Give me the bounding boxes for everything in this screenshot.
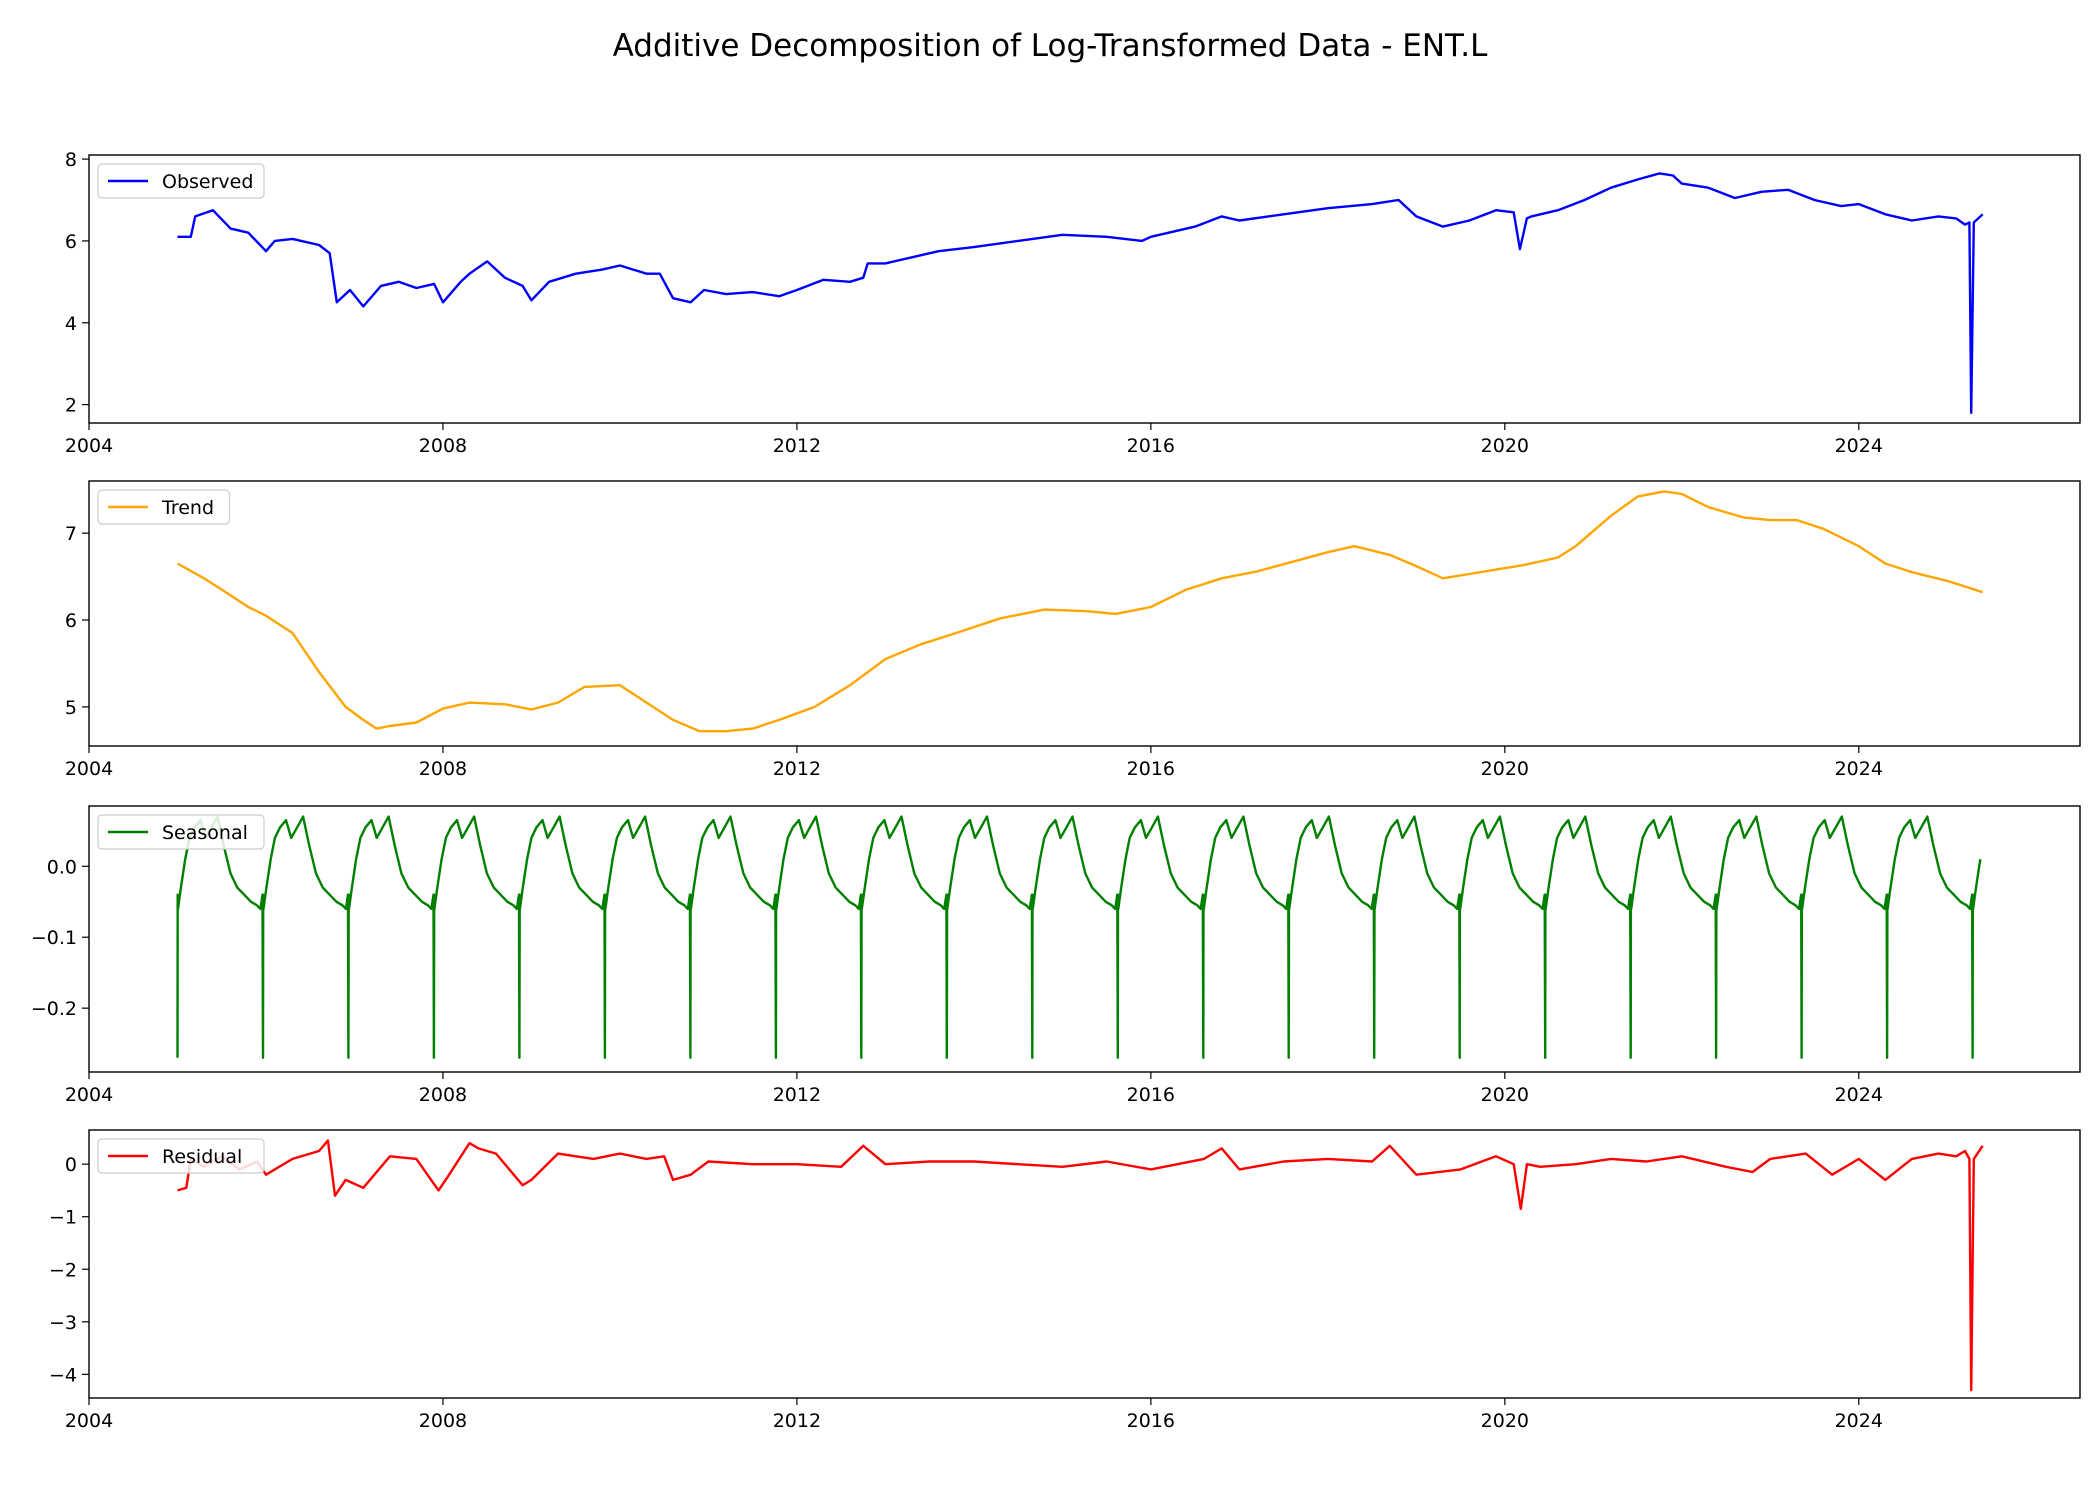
trend-x-tick-label: 2008 bbox=[419, 758, 467, 780]
seasonal-x-tick-label: 2008 bbox=[419, 1084, 467, 1106]
trend-panel: 2004 2008 2012 2016 2020 2024 5 6 7 Trend bbox=[65, 480, 2081, 780]
trend-series-line bbox=[176, 490, 1984, 733]
trend-y-tick-label: 6 bbox=[65, 610, 77, 632]
residual-y-tick-label: −1 bbox=[49, 1207, 77, 1229]
figure-title: Additive Decomposition of Log-Transforme… bbox=[613, 28, 1489, 64]
observed-y-tick-label: 4 bbox=[65, 313, 77, 335]
residual-legend-label: Residual bbox=[162, 1146, 242, 1168]
residual-x-tick-label: 2024 bbox=[1835, 1410, 1883, 1432]
residual-axes-frame bbox=[88, 1129, 2081, 1399]
trend-x-tick-label: 2016 bbox=[1127, 758, 1175, 780]
observed-x-tick-label: 2024 bbox=[1835, 435, 1883, 457]
seasonal-x-tick-label: 2024 bbox=[1835, 1084, 1883, 1106]
seasonal-x-tick-label: 2004 bbox=[65, 1084, 113, 1106]
residual-legend: Residual bbox=[97, 1138, 265, 1174]
trend-x-tick-label: 2004 bbox=[65, 758, 113, 780]
observed-x-tick-label: 2004 bbox=[65, 435, 113, 457]
residual-x-tick-label: 2008 bbox=[419, 1410, 467, 1432]
observed-legend-box bbox=[97, 163, 265, 199]
residual-x-tick-label: 2016 bbox=[1127, 1410, 1175, 1432]
seasonal-x-tick-label: 2016 bbox=[1127, 1084, 1175, 1106]
observed-axes-frame bbox=[88, 154, 2081, 424]
residual-y-tick-label: 0 bbox=[65, 1154, 77, 1176]
seasonal-y-tick-label: −0.2 bbox=[31, 998, 77, 1020]
residual-panel: 2004 2008 2012 2016 2020 2024 −4 −3 −2 −1 0 Residua… bbox=[49, 1129, 2081, 1432]
residual-y-tick-label: −2 bbox=[49, 1259, 77, 1281]
observed-y-tick-label: 6 bbox=[65, 231, 77, 253]
trend-legend: Trend bbox=[97, 489, 231, 525]
trend-x-tick-label: 2024 bbox=[1835, 758, 1883, 780]
seasonal-series-line bbox=[176, 815, 1982, 1059]
observed-y-tick-label: 8 bbox=[65, 149, 77, 171]
trend-legend-box bbox=[97, 489, 231, 525]
seasonal-y-tick-label: 0.0 bbox=[47, 856, 77, 878]
trend-x-tick-label: 2012 bbox=[773, 758, 821, 780]
observed-legend-label: Observed bbox=[162, 171, 253, 193]
residual-x-tick-label: 2004 bbox=[65, 1410, 113, 1432]
observed-x-tick-label: 2016 bbox=[1127, 435, 1175, 457]
residual-x-tick-label: 2020 bbox=[1481, 1410, 1529, 1432]
seasonal-legend-label: Seasonal bbox=[162, 822, 248, 844]
seasonal-axes-frame bbox=[88, 805, 2081, 1073]
trend-y-tick-label: 5 bbox=[65, 697, 77, 719]
seasonal-x-tick-label: 2020 bbox=[1481, 1084, 1529, 1106]
panels: 2004 2008 2012 2016 2020 20242468Observed2004… bbox=[31, 149, 2081, 1432]
seasonal-legend: Seasonal bbox=[97, 814, 265, 850]
observed-panel: 2004 2008 2012 2016 2020 2024 2 4 6 8 Observed bbox=[65, 149, 2081, 457]
seasonal-x-tick-label: 2012 bbox=[773, 1084, 821, 1106]
observed-legend: Observed bbox=[97, 163, 265, 199]
residual-x-tick-label: 2012 bbox=[773, 1410, 821, 1432]
trend-x-tick-label: 2020 bbox=[1481, 758, 1529, 780]
trend-legend-label: Trend bbox=[161, 497, 214, 519]
observed-series-line bbox=[177, 172, 1984, 414]
observed-y-tick-label: 2 bbox=[65, 395, 77, 417]
seasonal-panel: 2004 2008 2012 2016 2020 2024 −0.2 −0.1 0.0 Seaso… bbox=[31, 805, 2081, 1106]
observed-x-tick-label: 2012 bbox=[773, 435, 821, 457]
residual-series-line bbox=[177, 1139, 1984, 1392]
residual-legend-box bbox=[97, 1138, 265, 1174]
residual-y-tick-label: −4 bbox=[49, 1364, 77, 1386]
seasonal-legend-box bbox=[97, 814, 265, 850]
trend-y-tick-label: 7 bbox=[65, 523, 77, 545]
observed-x-tick-label: 2020 bbox=[1481, 435, 1529, 457]
seasonal-y-tick-label: −0.1 bbox=[31, 927, 77, 949]
observed-x-tick-label: 2008 bbox=[419, 435, 467, 457]
trend-axes-frame bbox=[88, 480, 2081, 747]
residual-y-tick-label: −3 bbox=[49, 1312, 77, 1334]
